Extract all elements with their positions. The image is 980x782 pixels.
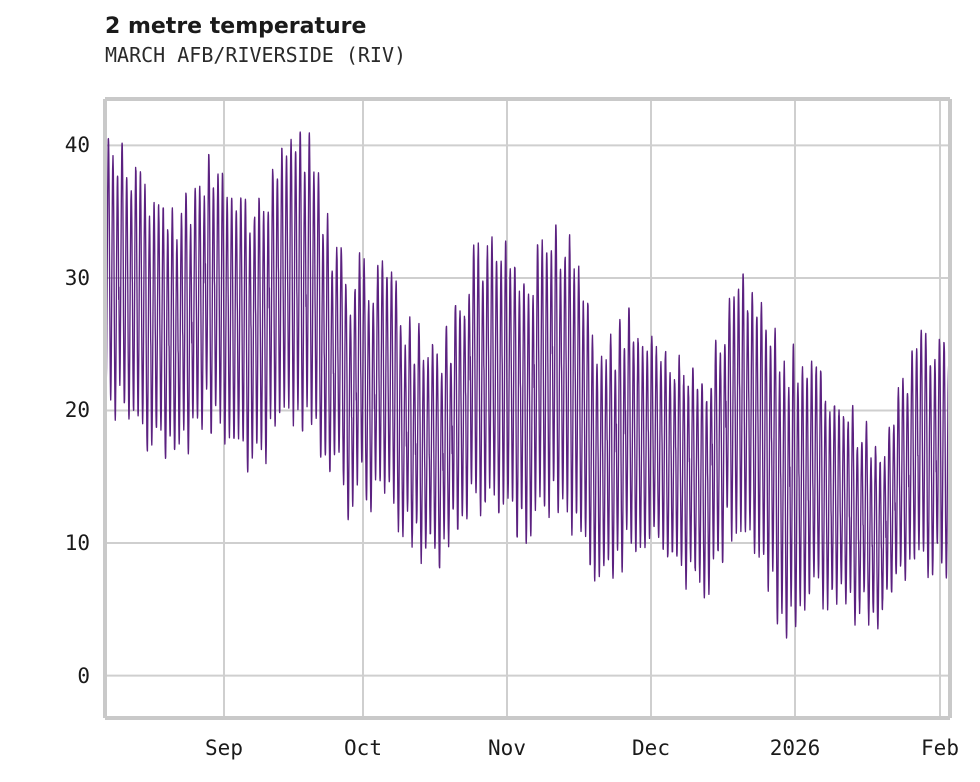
x-tick-label: Oct bbox=[344, 736, 382, 760]
x-tick-label: Sep bbox=[205, 736, 243, 760]
axis-spines bbox=[103, 97, 952, 720]
chart-title: 2 metre temperature bbox=[105, 14, 367, 39]
chart-subtitle: MARCH AFB/RIVERSIDE (RIV) bbox=[105, 43, 407, 67]
y-tick-label: 10 bbox=[64, 531, 90, 556]
x-tick-label: Feb bbox=[921, 736, 959, 760]
chart-header: 2 metre temperature MARCH AFB/RIVERSIDE … bbox=[105, 14, 805, 68]
temperature-series-line bbox=[105, 131, 950, 639]
x-tick-label: 2026 bbox=[769, 736, 821, 760]
x-tick-label: Nov bbox=[488, 736, 526, 760]
y-tick-label: 40 bbox=[64, 133, 90, 158]
y-tick-label: 30 bbox=[64, 265, 90, 290]
x-tick-label: Dec bbox=[632, 736, 670, 760]
y-axis-tick-labels: 0 10 20 30 40 bbox=[44, 0, 90, 782]
y-tick-label: 20 bbox=[64, 398, 90, 423]
y-tick-label: 0 bbox=[77, 663, 90, 688]
